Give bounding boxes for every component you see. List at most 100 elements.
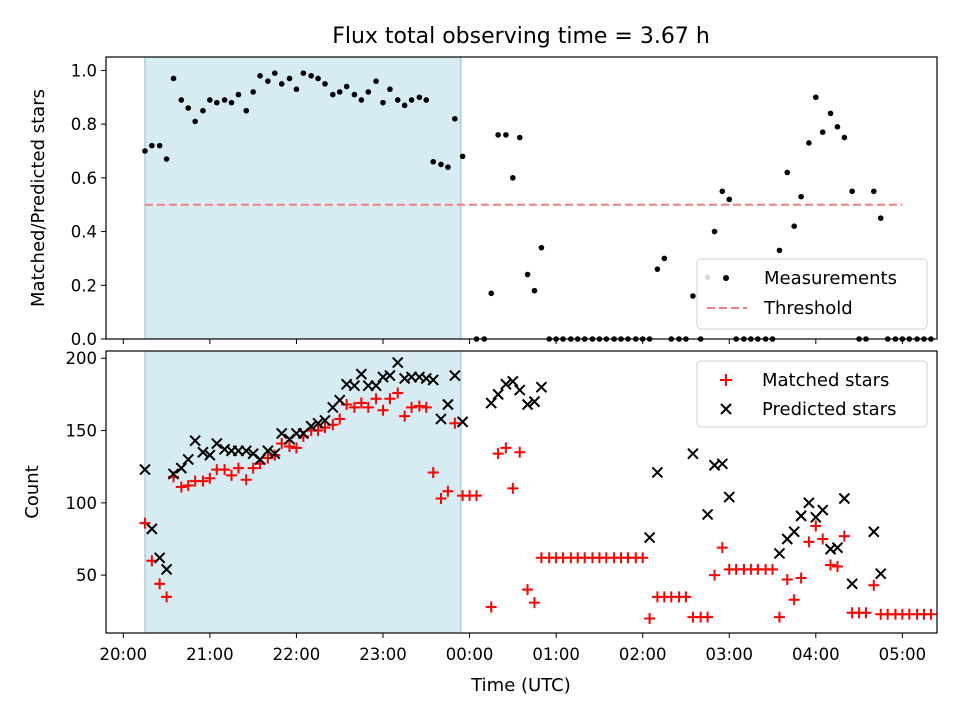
predicted-star-point bbox=[817, 504, 829, 516]
matched-star-point bbox=[413, 400, 425, 412]
matched-star-point bbox=[449, 417, 461, 429]
bottom-y-axis: 50 100 150 200 bbox=[66, 349, 106, 585]
top-y-axis-label: Matched/Predicted stars bbox=[28, 89, 49, 307]
matched-star-point bbox=[767, 563, 779, 575]
matched-star-point bbox=[435, 493, 447, 505]
measurement-point bbox=[315, 75, 321, 82]
top-panel: 0.0 0.2 0.4 0.6 0.8 1.0 Matched/Predicted sta… bbox=[28, 56, 938, 349]
measurement-point bbox=[834, 124, 841, 130]
bottom-legend-box bbox=[696, 360, 928, 428]
measurement-point bbox=[163, 156, 170, 162]
measurement-point bbox=[286, 75, 293, 82]
measurement-point bbox=[207, 97, 213, 103]
predicted-star-point bbox=[456, 416, 469, 428]
measurement-point bbox=[784, 169, 791, 176]
measurement-point bbox=[791, 223, 797, 229]
measurement-point bbox=[300, 70, 307, 76]
measurement-point bbox=[200, 107, 206, 114]
measurement-point bbox=[719, 188, 726, 195]
measurement-point bbox=[445, 164, 451, 170]
x-tick-label: 05:00 bbox=[879, 645, 927, 664]
measurement-point bbox=[524, 271, 531, 278]
predicted-star-point bbox=[167, 468, 180, 480]
matched-star-point bbox=[284, 440, 296, 452]
measurement-point bbox=[322, 81, 328, 87]
x-tick-label: 00:00 bbox=[446, 645, 494, 664]
top-y-tick-label: 1.0 bbox=[71, 61, 97, 80]
matched-star-point bbox=[702, 611, 714, 623]
measurement-point bbox=[726, 196, 733, 203]
measurement-point bbox=[798, 193, 804, 200]
matched-star-point bbox=[773, 611, 785, 623]
predicted-star-point bbox=[500, 378, 512, 390]
predicted-star-point bbox=[514, 384, 526, 396]
matched-star-point bbox=[838, 530, 850, 542]
measurement-point bbox=[365, 89, 372, 95]
measurement-point bbox=[156, 142, 163, 149]
measurement-point bbox=[265, 78, 271, 84]
predicted-star-point bbox=[507, 375, 519, 388]
bottom-axes-frame bbox=[105, 350, 938, 634]
matched-star-point bbox=[470, 490, 482, 502]
measurement-point bbox=[827, 110, 834, 117]
measurement-point bbox=[841, 134, 848, 141]
matched-star-point bbox=[355, 397, 367, 409]
x-tick-label: 23:00 bbox=[359, 645, 407, 664]
bottom-legend: Matched stars Predicted stars bbox=[696, 360, 928, 428]
measurement-point bbox=[488, 290, 495, 297]
measurement-point bbox=[329, 91, 336, 98]
predicted-star-point bbox=[240, 445, 252, 457]
legend-predicted-label: Predicted stars bbox=[762, 399, 896, 420]
measurement-point bbox=[877, 215, 884, 221]
top-y-tick-label: 0.4 bbox=[71, 223, 97, 242]
predicted-star-point bbox=[795, 510, 807, 522]
measurement-point bbox=[394, 97, 401, 103]
predicted-star-point bbox=[875, 568, 887, 580]
x-tick-label: 02:00 bbox=[619, 645, 667, 664]
matched-star-point bbox=[709, 569, 721, 581]
chart-title: Flux total observing time = 3.67 h bbox=[332, 24, 710, 49]
matched-star-point bbox=[226, 469, 238, 481]
measurement-point bbox=[654, 266, 661, 272]
legend-matched-label: Matched stars bbox=[762, 370, 889, 391]
predicted-star-point bbox=[276, 427, 288, 440]
measurement-point bbox=[142, 148, 148, 154]
predicted-star-point bbox=[384, 369, 396, 382]
predicted-star-point bbox=[492, 388, 504, 401]
x-tick-label: 22:00 bbox=[273, 645, 321, 664]
measurement-point bbox=[510, 175, 516, 181]
matched-star-point bbox=[290, 442, 302, 454]
bottom-y-tick-label: 150 bbox=[66, 422, 98, 441]
matched-star-point bbox=[868, 579, 880, 591]
measurement-point bbox=[243, 107, 250, 114]
predicted-star-point bbox=[651, 466, 664, 479]
predicted-star-point bbox=[687, 447, 699, 460]
predicted-star-point bbox=[788, 526, 800, 538]
matched-star-point bbox=[522, 584, 534, 596]
predicted-star-point bbox=[442, 398, 454, 411]
measurement-point bbox=[185, 105, 192, 111]
predicted-star-point bbox=[528, 395, 541, 408]
measurement-point bbox=[257, 73, 263, 79]
matched-star-point bbox=[427, 466, 439, 478]
measurement-point bbox=[813, 94, 819, 101]
matched-star-point bbox=[514, 446, 526, 458]
measurement-point bbox=[661, 255, 668, 262]
measurement-point bbox=[452, 115, 458, 122]
measurement-point bbox=[358, 97, 365, 103]
top-axes-frame bbox=[105, 56, 938, 340]
x-tick-label: 21:00 bbox=[186, 645, 234, 664]
matched-star-point bbox=[384, 393, 396, 405]
top-legend-box bbox=[696, 258, 928, 330]
matched-star-point bbox=[161, 591, 173, 603]
matched-star-point bbox=[680, 591, 692, 603]
measurement-point bbox=[351, 91, 358, 98]
measurement-point bbox=[423, 97, 430, 103]
measurement-point bbox=[308, 73, 314, 79]
matched-star-point bbox=[399, 410, 411, 422]
measurement-point bbox=[416, 94, 423, 101]
measurement-point bbox=[343, 83, 350, 90]
matched-star-point bbox=[442, 485, 454, 497]
predicted-star-point bbox=[204, 449, 216, 461]
